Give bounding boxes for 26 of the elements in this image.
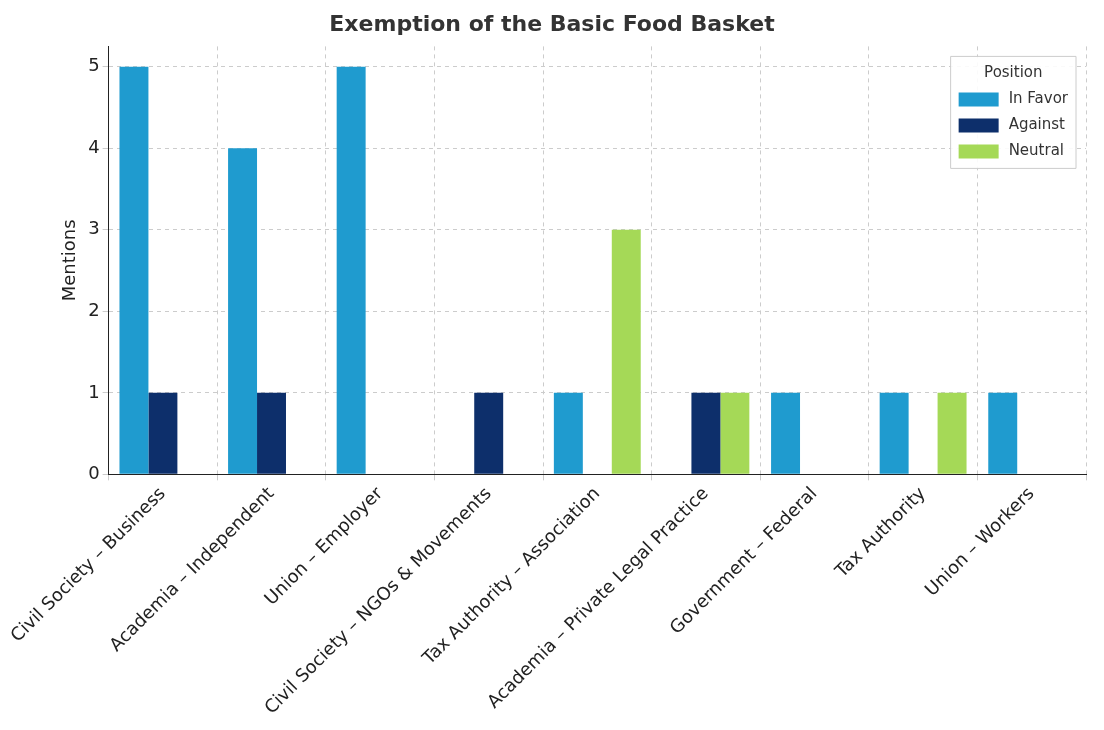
bar (720, 392, 750, 474)
y-tick-label: 4 (88, 135, 100, 157)
legend-label: Neutral (1008, 141, 1065, 160)
bar (336, 66, 366, 474)
y-tick-label: 0 (88, 462, 100, 484)
y-axis-title: Mentions (58, 219, 80, 302)
legend-label: Against (1008, 115, 1066, 134)
bar (611, 229, 641, 474)
chart-title: Exemption of the Basic Food Basket (329, 10, 776, 36)
bar (937, 392, 967, 474)
bar (771, 392, 801, 474)
bar (148, 392, 178, 474)
bar (228, 148, 258, 474)
bar (257, 392, 286, 474)
bar (119, 66, 149, 474)
bar (879, 392, 909, 474)
y-tick-label: 3 (88, 217, 100, 239)
y-tick-label: 2 (88, 298, 100, 320)
legend-title: Position (984, 63, 1043, 82)
bar (691, 392, 721, 474)
bar (553, 392, 583, 474)
bar (988, 392, 1018, 474)
bar (474, 392, 504, 474)
legend-label: In Favor (1008, 89, 1069, 108)
y-tick-label: 1 (88, 380, 100, 402)
y-tick-label: 5 (88, 54, 100, 76)
